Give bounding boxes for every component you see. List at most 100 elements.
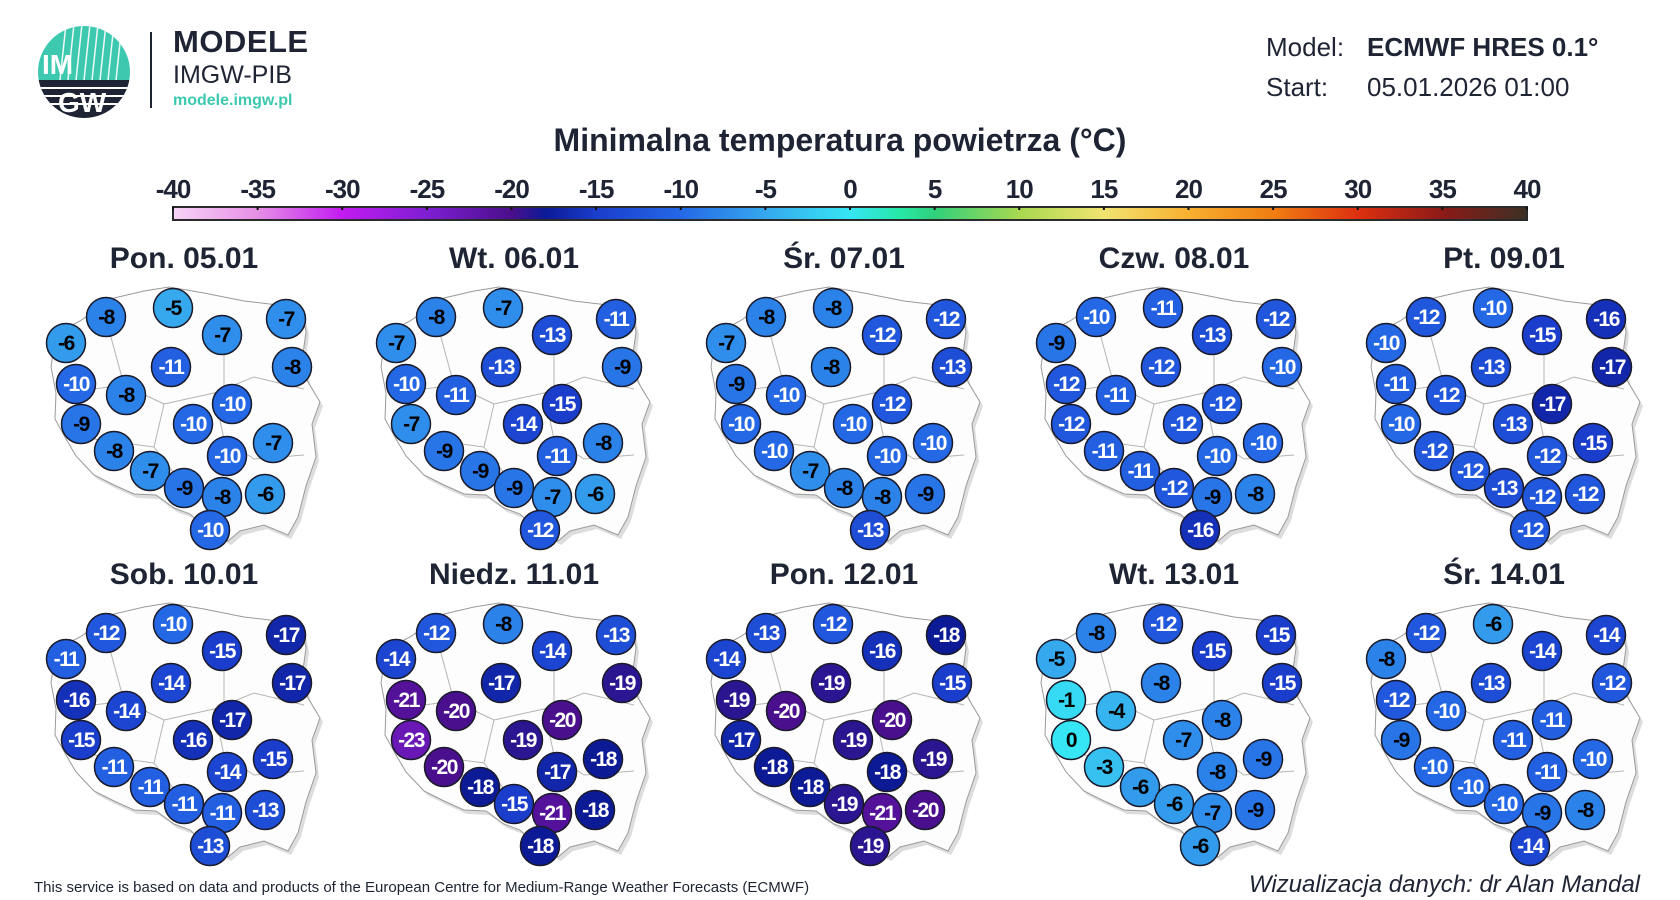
temperature-marker [129,450,171,492]
temperature-value: -10 [214,445,241,468]
temperature-value: -11 [1540,709,1567,732]
poland-map-panel: -5-8 -12-15-15-15-8-1 -4 -8-70-3 -8-9-6-6 -7-… [1035,602,1313,867]
temperature-marker [1153,467,1195,509]
colorbar-tick-label: 30 [1344,174,1372,204]
temperature-value: -12 [1209,393,1236,416]
temperature-value: -10 [840,413,867,436]
temperature-marker [385,363,427,405]
temperature-value: -11 [545,445,572,468]
poland-map-panel: -8-12 -6-14-14-12-13-12 -10 -11-11-9-10 -11-… [1365,602,1643,867]
temperature-value: -18 [761,756,789,779]
temperature-marker [705,322,747,364]
poland-map-panel: -11-12 -10-15-17-17-14-16 -14 -17-16-15-11-… [45,602,323,867]
temperature-marker [150,346,192,388]
temperature-value: -18 [527,835,555,858]
temperature-value: -12 [1534,445,1561,468]
brand-url-link[interactable]: modele.imgw.pl [173,92,293,109]
temperature-value: -3 [1096,756,1112,779]
temperature-marker [1572,422,1614,464]
temperature-marker [502,403,544,445]
temperature-marker [1255,298,1297,340]
temperature-value: -10 [1433,700,1460,723]
temperature-value: -13 [1478,672,1505,695]
temperature-value: -14 [1593,624,1621,647]
temperature-value: -6 [58,332,74,355]
temperature-marker [1234,473,1276,515]
temperature-marker [861,314,903,356]
temperature-value: -19 [920,748,947,771]
temperature-marker [574,473,616,515]
temperature-value: -4 [1108,700,1125,723]
temperature-marker [789,766,831,808]
temperature-marker [1035,322,1077,364]
temperature-value: -16 [1187,519,1214,542]
temperature-marker [1509,509,1551,551]
colorbar-tick-label: -10 [663,174,699,204]
temperature-marker [1365,322,1407,364]
temperature-marker [390,719,432,761]
colorbar-tick-label: -5 [754,174,777,204]
temperature-marker [823,467,865,509]
temperature-value: -13 [603,624,630,647]
temperature-value: -13 [1500,413,1527,436]
temperature-marker [1564,789,1606,831]
temperature-marker [1449,450,1491,492]
temperature-value: -11 [138,776,165,799]
temperature-value: -19 [723,689,750,712]
temperature-value: -7 [1175,729,1191,752]
temperature-value: -13 [252,799,279,822]
temperature-marker [595,614,637,656]
temperature-value: -17 [488,672,515,695]
temperature-marker [271,662,313,704]
temperature-marker [172,719,214,761]
temperature-marker [60,403,102,445]
temperature-value: -7 [388,332,404,355]
temperature-marker [423,430,465,472]
temperature-marker [480,662,522,704]
temperature-marker [271,346,313,388]
colorbar-tick-label: -40 [155,174,192,204]
temperature-marker [480,346,522,388]
panel-date-title: Śr. 14.01 [1443,558,1565,591]
temperature-marker [1380,403,1422,445]
temperature-marker [912,422,954,464]
temperature-marker [201,630,243,672]
temperature-value: -12 [1263,308,1290,331]
temperature-value: -20 [912,799,939,822]
temperature-marker [582,422,624,464]
temperature-marker [812,603,854,645]
temperature-marker [1413,430,1455,472]
temperature-value: -10 [1250,432,1277,455]
temperature-marker [150,662,192,704]
temperature-marker [832,403,874,445]
temperature-marker [1242,422,1284,464]
temperature-value: -11 [54,648,81,671]
temperature-marker [1153,783,1195,825]
temperature-value: -9 [1534,802,1550,825]
panel-date-title: Niedz. 11.01 [428,558,600,591]
colorbar-tick-label: 35 [1428,174,1457,204]
temperature-value: -14 [1517,835,1545,858]
temperature-value: -21 [539,802,567,825]
temperature-value: -8 [1088,622,1105,645]
temperature-marker [871,383,913,425]
temperature-marker [206,435,248,477]
temperature-value: -18 [467,776,495,799]
temperature-marker [823,783,865,825]
temperature-marker [861,630,903,672]
temperature-marker [753,746,795,788]
temperature-marker [385,679,427,721]
temperature-marker [601,662,643,704]
temperature-marker [1492,403,1534,445]
temperature-marker [211,383,253,425]
temperature-marker [866,751,908,793]
data-source-note: This service is based on data and produc… [34,879,810,896]
temperature-value: -6 [1485,613,1501,636]
temperature-marker [105,374,147,416]
temperature-marker [1119,450,1161,492]
temperature-value: -12 [1413,622,1440,645]
temperature-marker [55,363,97,405]
temperature-marker [812,287,854,329]
temperature-marker [753,430,795,472]
temperature-marker [1413,746,1455,788]
